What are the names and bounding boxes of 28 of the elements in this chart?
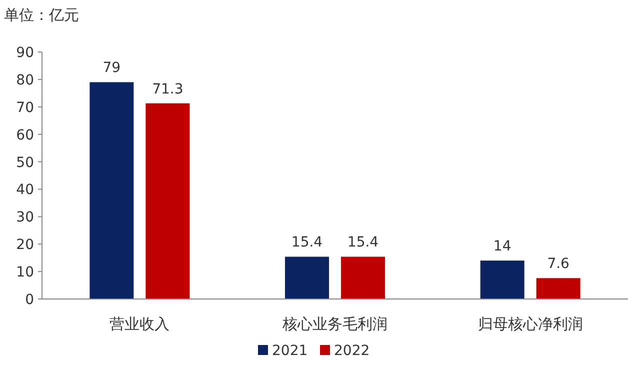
bar bbox=[146, 103, 190, 299]
y-axis-title: 单位：亿元 bbox=[4, 6, 79, 24]
y-tick-label: 30 bbox=[16, 210, 34, 226]
x-tick-label: 归母核心净利润 bbox=[478, 315, 583, 333]
data-label: 15.4 bbox=[291, 234, 323, 251]
bar bbox=[285, 256, 329, 299]
y-tick-label: 20 bbox=[16, 237, 34, 254]
data-label: 15.4 bbox=[347, 234, 379, 251]
x-tick-label: 核心业务毛利润 bbox=[282, 315, 388, 333]
legend-label: 2022 bbox=[334, 343, 370, 359]
y-tick-label: 70 bbox=[16, 100, 34, 116]
legend-label: 2021 bbox=[272, 343, 308, 359]
y-tick-label: 60 bbox=[16, 127, 34, 144]
y-tick-label: 80 bbox=[16, 72, 34, 88]
data-label: 7.6 bbox=[547, 256, 570, 272]
y-tick-label: 50 bbox=[16, 154, 34, 171]
data-label: 79 bbox=[102, 60, 121, 76]
y-tick-label: 10 bbox=[16, 264, 34, 281]
data-label: 71.3 bbox=[152, 81, 184, 98]
x-tick-label: 营业收入 bbox=[110, 315, 170, 333]
y-tick-label: 90 bbox=[16, 45, 34, 61]
data-label: 14 bbox=[493, 238, 512, 255]
bar bbox=[341, 256, 385, 299]
y-tick-label: 0 bbox=[25, 292, 34, 308]
bar bbox=[536, 278, 580, 299]
bar bbox=[480, 260, 524, 299]
bar bbox=[90, 82, 134, 299]
y-tick-label: 40 bbox=[16, 182, 34, 198]
